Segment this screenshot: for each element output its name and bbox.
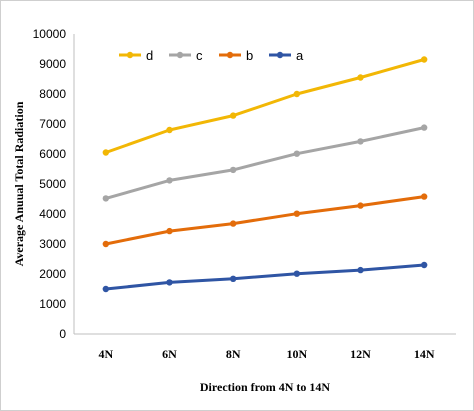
x-tick-label: 14N [414,347,435,361]
legend-marker-d [126,51,134,59]
data-point-d [293,90,301,98]
series-line-c [104,126,426,200]
series-layer [102,56,428,293]
data-point-c [229,166,237,174]
data-point-d [420,56,428,63]
data-point-a [102,285,110,293]
series-c [102,124,428,202]
x-tick-label: 8N [226,347,241,361]
data-point-c [420,124,428,131]
y-tick-label: 7000 [39,117,66,131]
y-tick-label: 1000 [39,297,66,311]
legend-label-b: b [246,48,253,63]
x-tick-label: 12N [350,347,371,361]
data-point-c [293,150,301,157]
data-point-b [293,210,301,217]
data-point-c [357,138,364,145]
axes [73,34,456,335]
data-point-c [166,177,173,184]
legend-marker-a [276,51,284,59]
y-tick-label: 6000 [39,147,66,161]
legend-label-a: a [296,48,304,63]
y-tick-label: 8000 [39,87,66,101]
y-tick-label: 5000 [39,177,66,191]
legend-item-c: c [169,48,203,63]
data-point-b [166,227,173,235]
data-point-d [357,74,364,81]
data-point-d [229,112,237,119]
series-d [102,56,428,156]
y-tick-label: 2000 [39,267,66,281]
data-point-a [420,261,428,269]
data-point-a [357,266,364,274]
data-point-d [166,126,173,134]
y-tick-label: 9000 [39,57,66,71]
legend-item-a: a [269,48,304,63]
series-a [102,261,428,293]
data-point-a [293,270,301,277]
data-point-a [166,279,173,286]
y-tick-label: 4000 [39,207,66,221]
data-point-b [229,220,237,227]
series-line-b [104,195,426,246]
legend-marker-c [176,51,184,59]
legend-label-c: c [196,48,203,63]
x-axis-title: Direction from 4N to 14N [200,380,331,394]
data-point-c [102,195,110,202]
data-point-b [102,240,110,248]
y-tick-labels: 0 1000 2000 3000 4000 5000 6000 7000 8000 9000 100… [33,27,67,341]
data-point-b [420,193,428,200]
series-line-d [104,58,426,154]
legend-item-d: d [119,48,153,63]
data-point-a [229,275,237,282]
series-line-a [104,263,426,291]
x-tick-label: 6N [162,347,177,361]
data-point-b [357,202,364,209]
y-tick-label: 0 [59,327,66,341]
series-b [102,193,428,248]
legend-item-b: b [219,48,253,63]
y-axis-title: Average Anuual Total Radiation [12,101,26,266]
legend-label-d: d [146,48,153,63]
x-tick-label: 4N [98,347,113,361]
data-point-d [102,149,110,156]
y-tick-label: 10000 [33,27,67,41]
x-tick-labels: 4N 6N 8N 10N 12N 14N [98,347,434,361]
x-tick-label: 10N [286,347,307,361]
y-tick-label: 3000 [39,237,66,251]
legend-marker-b [226,51,234,59]
